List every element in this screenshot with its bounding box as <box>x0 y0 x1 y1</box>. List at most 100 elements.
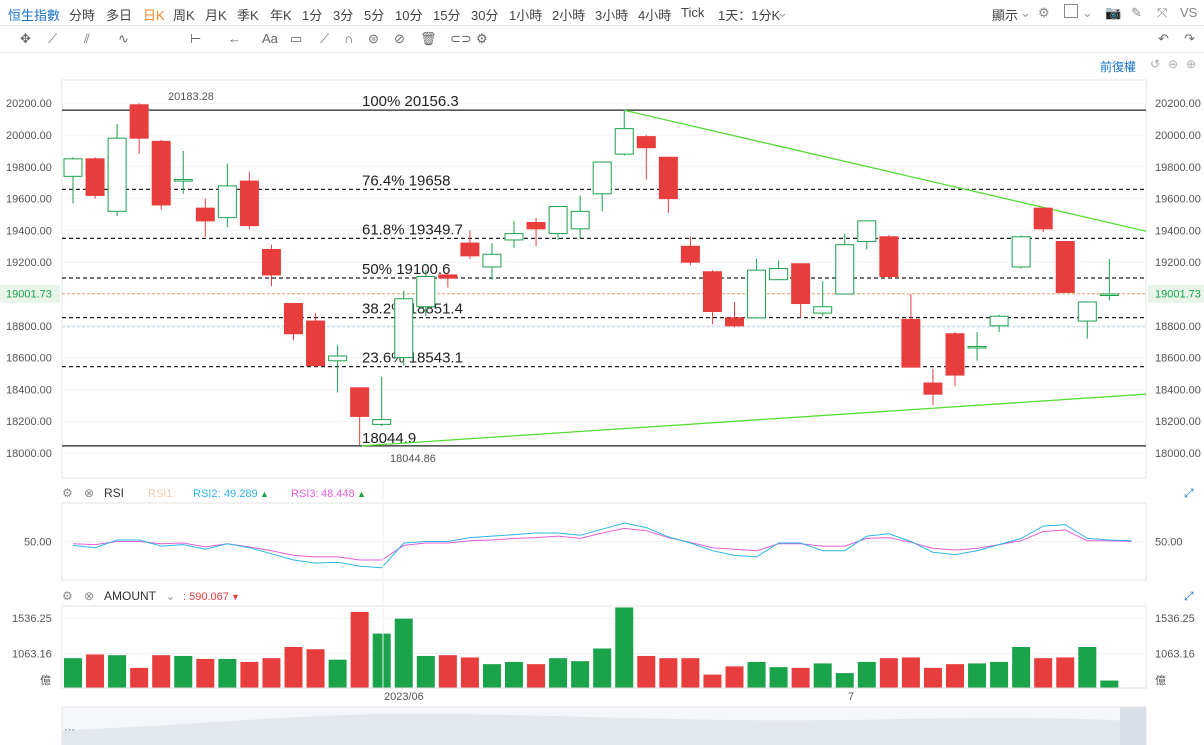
amount-bar-down <box>681 658 700 688</box>
candle-down <box>438 274 458 279</box>
magnet-icon[interactable]: ∩ <box>344 31 354 46</box>
zoom-out-icon[interactable]: ⊖ <box>1168 57 1179 71</box>
lock-icon[interactable]: ⊜ <box>368 31 379 46</box>
price-axis-label-left: 20000.00 <box>6 130 52 142</box>
amount-value: : 590.067 <box>183 591 229 603</box>
period-tab-daily[interactable]: 日K <box>143 8 165 23</box>
rsi3-up-arrow-icon: ▲ <box>357 489 366 499</box>
pencil-icon[interactable]: ✎ <box>1131 5 1142 20</box>
candle-down <box>791 263 811 305</box>
amount-bar-down <box>1034 658 1053 688</box>
amount-bar-up <box>1078 647 1097 688</box>
navigator-handle <box>1120 707 1146 745</box>
camera-icon[interactable]: 📷 <box>1105 5 1122 20</box>
price-axis-label-left: 18400.00 <box>6 384 52 396</box>
fullscreen-icon[interactable]: ⤧ <box>1157 5 1168 20</box>
candle-up <box>989 315 1009 327</box>
period-tab-quarterly[interactable]: 季K <box>237 8 259 23</box>
amount-bar-down <box>130 667 149 688</box>
theme-swatch-icon[interactable] <box>1064 4 1078 18</box>
price-pane-frame <box>61 79 1147 479</box>
candle-up <box>857 220 877 243</box>
candle-up <box>63 158 83 177</box>
rsi-axis-label-left: 50.00 <box>24 537 52 549</box>
candle-down <box>460 242 480 257</box>
measure-tool-icon[interactable]: ⊢ <box>190 31 202 46</box>
candle-up <box>1099 293 1119 296</box>
candle-up <box>504 233 524 241</box>
rsi3-value: 48.448 <box>321 488 355 500</box>
period-tab-4hour[interactable]: 4小時 <box>638 8 672 23</box>
current-price-badge-right <box>1148 284 1204 303</box>
period-tab-3hour[interactable]: 3小時 <box>595 8 629 23</box>
period-tab-1day-1min[interactable]: 1天：1分K <box>718 8 781 23</box>
wave-tool-icon[interactable]: ∿ <box>118 31 129 46</box>
candle-down <box>85 158 105 196</box>
undo-icon[interactable]: ↶ <box>1158 31 1169 46</box>
candle-down <box>239 180 259 227</box>
compare-button[interactable]: VS <box>1180 5 1198 20</box>
period-tab-tick[interactable]: Tick <box>681 5 705 20</box>
candle-up <box>1077 301 1097 322</box>
symbol-name[interactable]: 恒生指數 <box>8 8 61 23</box>
period-tab-5min[interactable]: 5分 <box>364 8 385 23</box>
reset-icon[interactable]: ↺ <box>1150 57 1161 71</box>
arrow-tool-icon[interactable]: ← <box>228 31 241 46</box>
price-axis-label-left: 19600.00 <box>6 194 52 206</box>
close-icon: ⊗ <box>84 589 94 603</box>
gear-icon[interactable]: ⚙ <box>1038 5 1050 20</box>
amount-bar-up <box>549 658 568 688</box>
rsi2-up-arrow-icon: ▲ <box>260 489 269 499</box>
candle-up <box>570 210 590 230</box>
zoom-in-icon[interactable]: ⊕ <box>1186 57 1197 71</box>
candle-up <box>548 206 568 235</box>
amount-bar-down <box>284 647 303 688</box>
amount-down-arrow-icon: ▼ <box>231 592 240 602</box>
amount-bar-down <box>791 667 810 688</box>
period-tab-intraday[interactable]: 分時 <box>69 8 96 23</box>
trash-icon[interactable]: 🗑 <box>420 31 437 46</box>
chevron-down-icon[interactable]: ⌄ <box>1020 5 1031 20</box>
candle-up <box>835 244 855 295</box>
chevron-down-icon[interactable]: ⌄ <box>777 5 788 20</box>
candle-down <box>129 104 149 139</box>
candle-down <box>923 382 943 395</box>
adjust-mode-button[interactable]: 前復權 <box>1100 60 1137 74</box>
period-tab-15min[interactable]: 15分 <box>433 8 461 23</box>
period-tab-30min[interactable]: 30分 <box>471 8 499 23</box>
line-tool-icon[interactable]: ⟋ <box>48 31 58 46</box>
candle-up <box>614 128 634 155</box>
comment-tool-icon[interactable]: ▭ <box>290 31 303 46</box>
ruler-tool-icon[interactable]: ⟋ <box>320 31 330 46</box>
period-tab-10min[interactable]: 10分 <box>395 8 423 23</box>
settings-icon[interactable]: ⚙ <box>476 31 488 46</box>
amount-bar-up <box>615 607 634 688</box>
candle-up <box>592 161 612 195</box>
amount-bar-down <box>350 611 369 688</box>
candle-down <box>680 245 700 263</box>
chart-grid <box>61 79 1147 479</box>
display-menu[interactable]: 顯示 <box>992 8 1019 23</box>
period-tab-2hour[interactable]: 2小時 <box>552 8 586 23</box>
period-tab-yearly[interactable]: 年K <box>270 8 292 23</box>
period-tab-weekly[interactable]: 周K <box>173 8 195 23</box>
chevron-down-icon[interactable]: ⌄ <box>1082 5 1093 20</box>
period-tab-3min[interactable]: 3分 <box>333 8 354 23</box>
period-tab-1hour[interactable]: 1小時 <box>509 8 543 23</box>
fib-level-label: 23.6% 18543.1 <box>362 350 463 367</box>
amount-bar-up <box>1012 647 1031 688</box>
period-tab-monthly[interactable]: 月K <box>205 8 227 23</box>
amount-bar-down <box>1056 657 1075 688</box>
price-axis-label-right: 19600.00 <box>1155 194 1201 206</box>
redo-icon[interactable]: ↷ <box>1184 31 1195 46</box>
hide-icon[interactable]: ⊘ <box>394 31 405 46</box>
link-icon[interactable]: ⊂⊃ <box>450 31 472 46</box>
text-tool-icon[interactable]: Aa <box>262 31 278 46</box>
amount-bar-up <box>328 659 347 688</box>
amount-axis-label-right: 1536.25 <box>1155 613 1195 625</box>
crosshair-icon[interactable]: ✥ <box>20 31 31 46</box>
period-tab-multiday[interactable]: 多日 <box>106 8 133 23</box>
period-tab-1min[interactable]: 1分 <box>302 8 323 23</box>
channel-tool-icon[interactable]: ⫽ <box>84 31 90 46</box>
